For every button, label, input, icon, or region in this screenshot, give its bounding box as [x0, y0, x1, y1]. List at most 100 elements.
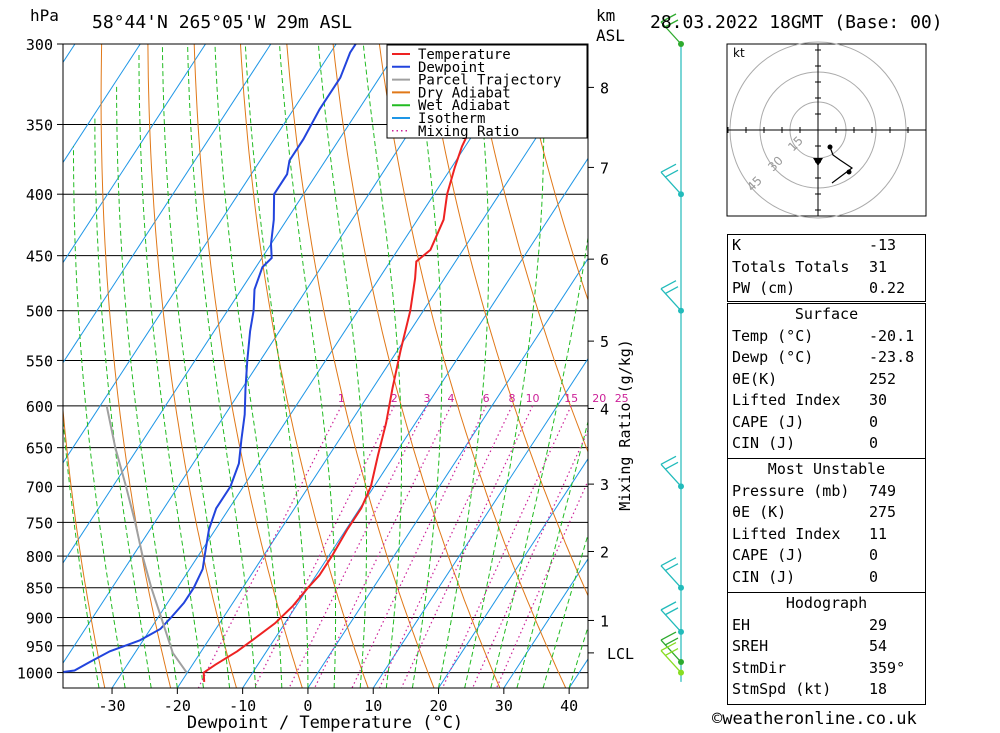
hodograph-label: StmSpd (kt): [732, 680, 832, 698]
pressure-tick-label: 500: [26, 303, 53, 321]
legend-label: Wet Adiabat: [418, 98, 511, 114]
height-tick-label: 4: [600, 400, 609, 418]
most-unstable-row: θE (K) 275: [728, 502, 925, 524]
height-unit-asl: ASL: [596, 26, 625, 45]
most-unstable-label: CIN (J): [732, 567, 796, 586]
dry-adiabat-line: [425, 44, 588, 597]
hodograph-title: Hodograph: [785, 594, 868, 612]
dry-adiabat-line: [100, 44, 172, 688]
wind-barb-flag: [664, 461, 679, 470]
wet-adiabat-line: [94, 117, 152, 688]
hodograph-unit: kt: [733, 46, 745, 60]
height-tick-label: 7: [600, 159, 609, 177]
height-tick-label: 2: [600, 543, 609, 561]
mixing-ratio-label: 2: [391, 392, 398, 405]
hodograph-row: EH 29: [728, 615, 925, 637]
wind-barb-dot: [678, 628, 684, 635]
lcl-label: LCL: [607, 645, 634, 663]
legend-label: Dewpoint: [418, 60, 485, 76]
wind-barb: [660, 601, 684, 635]
most-unstable-value: 275: [869, 503, 897, 521]
dry-adiabat-line: [332, 44, 501, 688]
pressure-tick-label: 750: [26, 514, 53, 532]
most-unstable-value: 0: [869, 546, 879, 564]
pressure-tick-label: 300: [26, 36, 53, 54]
pressure-tick-label: 550: [26, 352, 53, 370]
wind-barb: [660, 631, 684, 666]
mixing-ratio-line: [441, 405, 572, 688]
wet-adiabat-line: [138, 52, 204, 688]
most-unstable-row: CAPE (J) 0: [728, 545, 925, 567]
wind-barb-staff: [660, 650, 682, 674]
wet-adiabat-line: [244, 44, 309, 688]
wet-adiabat-line: [214, 44, 283, 688]
pressure-tick-label: 450: [26, 248, 53, 266]
dry-adiabat-line: [981, 44, 1000, 688]
mixing-ratio-label: 15: [564, 392, 578, 405]
pressure-tick-label: 800: [26, 548, 53, 566]
surface-label: Dewp (°C): [732, 348, 814, 366]
pressure-tick-label: 650: [26, 440, 53, 458]
wet-adiabat-line: [317, 44, 367, 688]
dry-adiabat-line: [935, 44, 1000, 688]
index-label: Totals Totals: [732, 257, 850, 276]
pressure-tick-label: 400: [26, 186, 53, 204]
isotherm-line: [63, 44, 337, 464]
isotherm-line: [63, 44, 141, 164]
isotherm-line: [63, 44, 468, 664]
surface-value: 0: [869, 412, 879, 431]
wind-barb: [660, 557, 684, 591]
surface-row: CAPE (J) 0: [728, 412, 925, 434]
hodograph-label: StmDir: [732, 658, 787, 677]
pressure-tick-label: 950: [26, 638, 53, 656]
wind-barb-flag: [664, 647, 679, 657]
surface-value: 30: [869, 391, 888, 409]
temperature-tick-label: 30: [495, 697, 513, 715]
temperature-tick-label: 0: [303, 697, 312, 715]
parcel-trajectory-line: [105, 405, 188, 674]
index-label: K: [732, 236, 742, 254]
wind-barb-staff: [660, 171, 682, 195]
pressure-tick-label: 350: [26, 116, 53, 134]
isotherm-line: [111, 44, 533, 688]
wind-barb-flag: [660, 641, 677, 652]
wind-barb-dot: [678, 659, 684, 666]
wind-barb-staff: [660, 288, 682, 312]
most-unstable-label: Pressure (mb): [732, 481, 850, 500]
legend-label: Isotherm: [418, 111, 485, 127]
hodograph-row: StmSpd (kt) 18: [728, 679, 925, 701]
index-row: K -13: [728, 235, 925, 257]
wind-barb-flag: [660, 455, 677, 465]
surface-label: CAPE (J): [732, 412, 805, 431]
isotherm-line: [438, 457, 588, 688]
most-unstable-row: Lifted Index 11: [728, 524, 925, 546]
height-tick-label: 1: [600, 612, 609, 630]
mixing-ratio-label: 4: [448, 392, 455, 405]
isotherm-line: [63, 44, 206, 264]
wind-barb: [660, 455, 684, 490]
hodograph-value: 359°: [869, 658, 906, 677]
mixing-ratio-line: [351, 405, 487, 688]
dry-adiabat-line: [517, 44, 588, 302]
wet-adiabat-line: [542, 532, 588, 688]
isotherm-line: [372, 357, 588, 688]
hodograph-point: [846, 169, 852, 175]
wind-barb-dot: [678, 307, 684, 314]
wind-barb-dot: [678, 41, 684, 47]
height-tick-label: 3: [600, 476, 609, 494]
wind-barb-flag: [660, 280, 677, 290]
wind-barb: [660, 280, 684, 314]
height-unit-km: km: [596, 6, 616, 25]
wet-adiabat-line: [438, 44, 490, 688]
wind-barb-staff: [660, 639, 682, 663]
pressure-tick-label: 700: [26, 478, 53, 496]
hodograph-label: SREH: [732, 637, 769, 655]
pressure-unit-label: hPa: [30, 6, 59, 25]
mixing-ratio-label: 10: [526, 392, 540, 405]
dry-adiabat-line: [63, 404, 106, 688]
wind-barb-staff: [660, 609, 682, 633]
legend-label: Dry Adiabat: [418, 85, 511, 101]
wind-barb-staff: [660, 565, 682, 589]
most-unstable-label: CAPE (J): [732, 546, 805, 564]
wet-adiabat-line: [362, 44, 402, 688]
